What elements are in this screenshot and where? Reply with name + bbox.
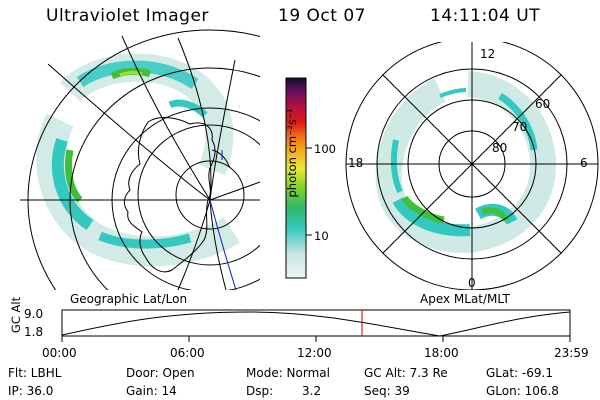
aurora-oval-geographic xyxy=(36,53,240,267)
colorbar-tick-100: 100 xyxy=(314,142,336,156)
geographic-image-panel xyxy=(20,29,260,290)
info-gc-alt: GC Alt: 7.3 Re xyxy=(364,366,448,380)
date-label: 19 Oct 07 xyxy=(278,6,366,26)
timeline-xtick-2359: 23:59 xyxy=(554,346,589,360)
timeline-xtick-0600: 06:00 xyxy=(170,346,205,360)
mlt-label-6: 6 xyxy=(580,156,588,170)
timeline-xtick-1200: 12:00 xyxy=(297,346,332,360)
info-mode: Mode: Normal xyxy=(246,366,330,380)
colorbar xyxy=(285,77,312,279)
mlat-label-80: 80 xyxy=(492,141,508,155)
mlt-label-12: 12 xyxy=(480,47,496,61)
aurora-oval-polar xyxy=(375,71,557,254)
mlt-label-0: 0 xyxy=(468,276,476,290)
timeline-xtick-0000: 00:00 xyxy=(42,346,77,360)
mlat-label-60: 60 xyxy=(535,97,551,111)
timeline-xtick-1800: 18:00 xyxy=(424,346,459,360)
right-panel-caption: Apex MLat/MLT xyxy=(420,292,510,306)
time-label: 14:11:04 UT xyxy=(430,6,541,26)
colorbar-tick-10: 10 xyxy=(314,229,329,243)
info-glat: GLat: -69.1 xyxy=(486,366,553,380)
info-door: Door: Open xyxy=(126,366,195,380)
info-flt: Flt: LBHL xyxy=(8,366,62,380)
left-panel-caption: Geographic Lat/Lon xyxy=(70,292,188,306)
info-gain: Gain: 14 xyxy=(126,384,177,398)
info-ip: IP: 36.0 xyxy=(8,384,54,398)
info-seq: Seq: 39 xyxy=(364,384,410,398)
info-glon: GLon: 106.8 xyxy=(486,384,559,398)
timeline-ytick-1-8: 1.8 xyxy=(24,325,44,339)
mlat-label-70: 70 xyxy=(512,120,528,134)
timeline-plot xyxy=(61,309,571,342)
mlt-label-18: 18 xyxy=(348,156,364,170)
timeline-ytick-9: 9.0 xyxy=(24,307,44,321)
colorbar-label: photon cm⁻²s⁻¹ xyxy=(285,108,299,198)
app-title: Ultraviolet Imager xyxy=(46,6,209,26)
apex-polar-panel xyxy=(345,42,599,290)
info-dsp-label: Dsp: xyxy=(246,384,274,398)
coastline xyxy=(123,117,216,273)
info-dsp-value: 3.2 xyxy=(302,384,322,398)
